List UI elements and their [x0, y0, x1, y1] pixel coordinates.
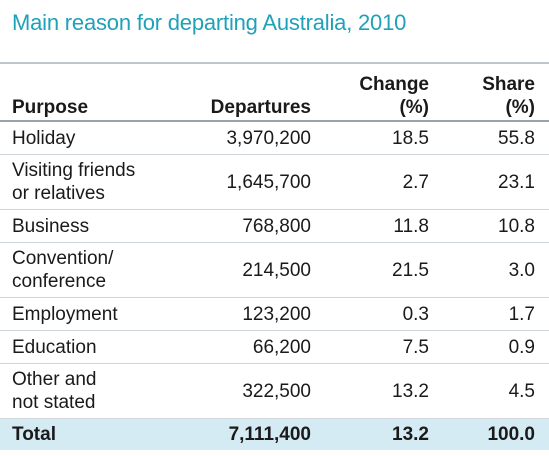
row-purpose: Visiting friends or relatives [0, 154, 190, 210]
row-departures: 66,200 [190, 330, 315, 364]
row-purpose: Education [0, 330, 190, 364]
table-row: Employment 123,200 0.3 1.7 [0, 297, 549, 331]
row-departures: 214,500 [190, 242, 315, 298]
row-change: 13.2 [315, 363, 430, 419]
table-title: Main reason for departing Australia, 201… [12, 10, 407, 35]
row-purpose: Employment [0, 297, 190, 331]
table-row: Visiting friends or relatives 1,645,700 … [0, 154, 549, 210]
row-purpose: Business [0, 209, 190, 243]
row-purpose-line2: not stated [12, 392, 96, 413]
header-share: Share (%) [430, 70, 549, 121]
row-change: 0.3 [315, 297, 430, 331]
row-share: 10.8 [430, 209, 549, 243]
row-change: 11.8 [315, 209, 430, 243]
table-row: Convention/ conference 214,500 21.5 3.0 [0, 242, 549, 298]
row-purpose-line1: Convention/ [12, 248, 114, 269]
header-change-line2: (%) [399, 97, 429, 118]
table-row: Business 768,800 11.8 10.8 [0, 209, 549, 243]
row-change: 21.5 [315, 242, 430, 298]
row-purpose: Convention/ conference [0, 242, 190, 298]
total-change: 13.2 [315, 418, 430, 450]
row-share: 3.0 [430, 242, 549, 298]
row-purpose-line1: Other and [12, 369, 97, 390]
table-row: Other and not stated 322,500 13.2 4.5 [0, 363, 549, 419]
table-row: Education 66,200 7.5 0.9 [0, 330, 549, 364]
header-change: Change (%) [315, 70, 430, 121]
row-departures: 123,200 [190, 297, 315, 331]
header-departures: Departures [210, 97, 311, 118]
row-departures: 3,970,200 [190, 120, 315, 155]
title-rule [0, 62, 549, 64]
row-share: 0.9 [430, 330, 549, 364]
row-departures: 322,500 [190, 363, 315, 419]
header-change-line1: Change [359, 74, 429, 95]
row-departures: 768,800 [190, 209, 315, 243]
row-departures: 1,645,700 [190, 154, 315, 210]
row-share: 55.8 [430, 120, 549, 155]
total-departures: 7,111,400 [190, 418, 315, 450]
total-share: 100.0 [430, 418, 549, 450]
header-share-line1: Share [482, 74, 535, 95]
total-label: Total [0, 418, 190, 450]
header-share-line2: (%) [505, 97, 535, 118]
data-table: Purpose Departures Change (%) Share (%) … [0, 70, 549, 450]
row-purpose-line1: Visiting friends [12, 160, 136, 181]
row-purpose-line2: or relatives [12, 183, 105, 204]
row-change: 7.5 [315, 330, 430, 364]
header-row: Purpose Departures Change (%) Share (%) [0, 70, 549, 121]
row-purpose-line2: conference [12, 271, 107, 292]
row-purpose: Holiday [0, 120, 190, 155]
row-share: 4.5 [430, 363, 549, 419]
row-change: 18.5 [315, 120, 430, 155]
total-row: Total 7,111,400 13.2 100.0 [0, 418, 549, 450]
row-share: 23.1 [430, 154, 549, 210]
table-row: Holiday 3,970,200 18.5 55.8 [0, 120, 549, 155]
header-purpose: Purpose [12, 97, 89, 118]
row-share: 1.7 [430, 297, 549, 331]
row-change: 2.7 [315, 154, 430, 210]
row-purpose: Other and not stated [0, 363, 190, 419]
